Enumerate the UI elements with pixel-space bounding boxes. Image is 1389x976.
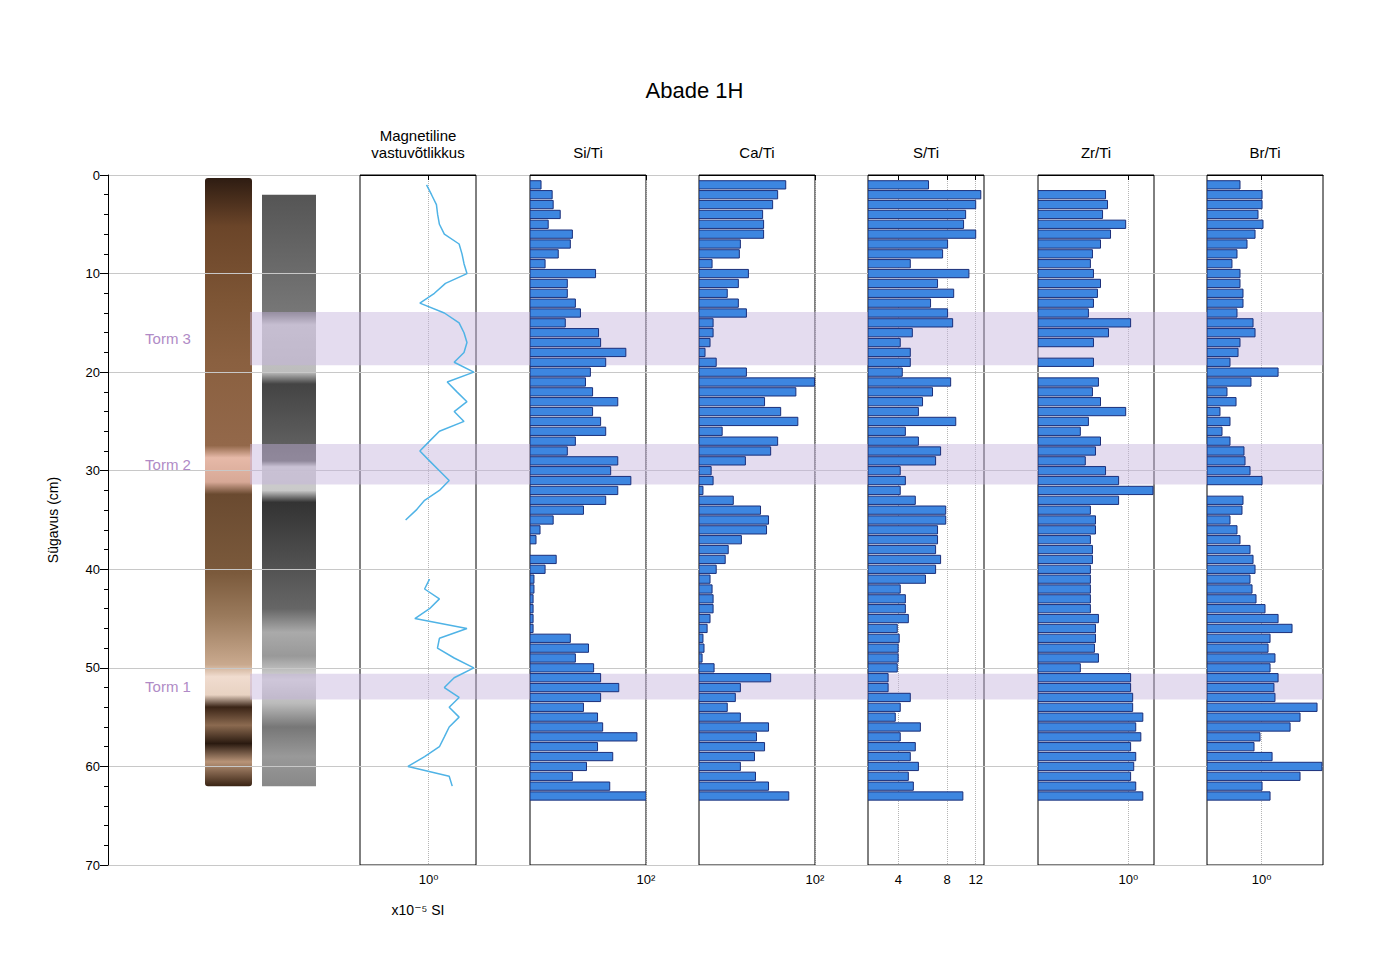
svg-text:Zr/Ti: Zr/Ti — [1081, 144, 1111, 161]
svg-text:Si/Ti: Si/Ti — [573, 144, 602, 161]
svg-text:vastuvõtlikkus: vastuvõtlikkus — [371, 144, 464, 161]
svg-text:50: 50 — [86, 660, 100, 675]
svg-text:60: 60 — [86, 759, 100, 774]
svg-text:S/Ti: S/Ti — [913, 144, 939, 161]
svg-text:Ca/Ti: Ca/Ti — [739, 144, 774, 161]
svg-text:10⁰: 10⁰ — [1252, 872, 1272, 887]
svg-text:10⁰: 10⁰ — [1119, 872, 1139, 887]
svg-text:70: 70 — [86, 858, 100, 873]
svg-text:Torm 1: Torm 1 — [145, 678, 191, 695]
svg-text:40: 40 — [86, 562, 100, 577]
svg-text:Torm 3: Torm 3 — [145, 330, 191, 347]
svg-text:20: 20 — [86, 365, 100, 380]
svg-text:10: 10 — [86, 266, 100, 281]
svg-text:Sügavus (cm): Sügavus (cm) — [45, 477, 61, 563]
svg-text:10⁰: 10⁰ — [419, 872, 439, 887]
svg-text:8: 8 — [944, 872, 951, 887]
svg-text:0: 0 — [93, 168, 100, 183]
svg-text:10²: 10² — [806, 872, 825, 887]
svg-text:Abade 1H: Abade 1H — [646, 78, 744, 103]
svg-text:Magnetiline: Magnetiline — [380, 127, 457, 144]
svg-text:x10⁻⁵ SI: x10⁻⁵ SI — [392, 902, 445, 918]
svg-text:12: 12 — [968, 872, 982, 887]
svg-text:30: 30 — [86, 463, 100, 478]
svg-text:4: 4 — [895, 872, 902, 887]
svg-text:10²: 10² — [637, 872, 656, 887]
svg-text:Torm 2: Torm 2 — [145, 456, 191, 473]
svg-text:Br/Ti: Br/Ti — [1249, 144, 1280, 161]
